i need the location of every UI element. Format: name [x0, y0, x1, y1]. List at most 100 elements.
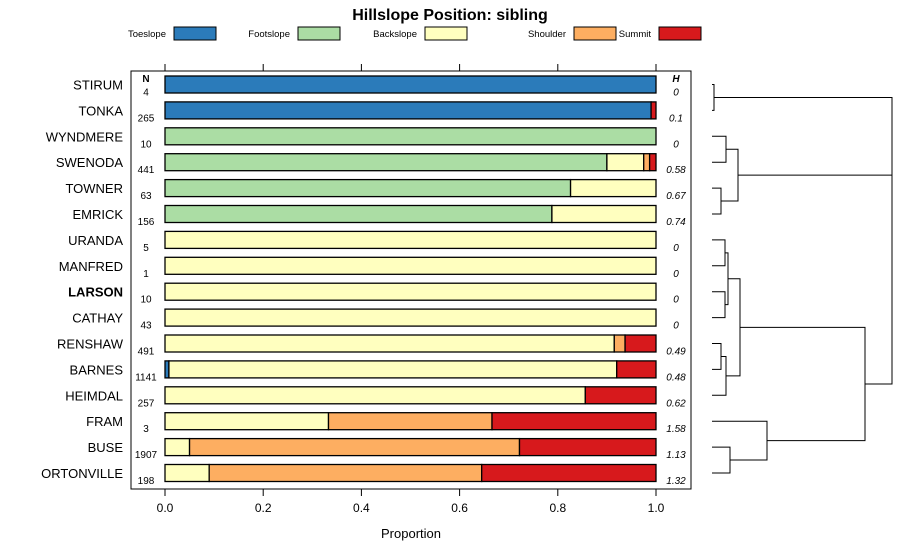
bar-fram-shoulder — [327, 412, 493, 431]
dendrogram — [712, 84, 893, 474]
soil-label-cathay: CATHAY — [72, 311, 123, 326]
bar-row-fram — [164, 412, 657, 431]
soil-label-uranda: URANDA — [68, 233, 123, 248]
bars-group — [164, 75, 657, 483]
bar-ortonville-summit — [481, 463, 657, 483]
soil-label-stirum: STIRUM — [73, 78, 123, 93]
n-label-swenoda: 441 — [138, 165, 155, 176]
n-label-heimdal: 257 — [138, 398, 155, 409]
dendrogram-branch — [714, 96, 893, 176]
bar-stirum-toeslope — [164, 75, 657, 94]
bar-row-swenoda — [164, 153, 657, 172]
n-label-emrick: 156 — [138, 217, 155, 228]
bar-fram-backslope — [164, 412, 330, 431]
legend: Toeslope Footslope Backslope Shoulder Summit — [128, 26, 702, 41]
bar-row-manfred — [164, 256, 657, 275]
h-label-manfred: 0 — [673, 269, 679, 280]
h-label-swenoda: 0.58 — [666, 165, 686, 176]
h-label-barnes: 0.48 — [666, 372, 686, 383]
bar-row-emrick — [164, 204, 657, 224]
bar-row-ortonville — [164, 463, 657, 483]
bar-row-renshaw — [164, 334, 657, 353]
n-label-barnes: 1141 — [135, 372, 157, 383]
soil-label-heimdal: HEIMDAL — [65, 388, 123, 403]
legend-label-footslope: Footslope — [248, 29, 290, 40]
bar-emrick-backslope — [551, 204, 657, 224]
x-axis: 0.0 0.2 0.4 0.6 0.8 1.0 — [157, 64, 665, 515]
soil-label-manfred: MANFRED — [59, 259, 123, 274]
chart-title: Hillslope Position: sibling — [352, 7, 548, 24]
bar-buse-summit — [518, 437, 657, 457]
bar-row-towner — [164, 178, 657, 198]
bar-uranda-backslope — [164, 230, 657, 250]
soil-label-fram: FRAM — [86, 414, 123, 429]
h-label-emrick: 0.74 — [666, 217, 686, 228]
soil-label-barnes: BARNES — [70, 362, 124, 377]
h-label-uranda: 0 — [673, 243, 679, 254]
dendrogram-branch — [712, 239, 726, 267]
bar-heimdal-summit — [584, 386, 657, 405]
n-label-renshaw: 491 — [138, 347, 155, 358]
legend-label-shoulder: Shoulder — [528, 29, 566, 40]
soil-label-tonka: TONKA — [78, 103, 123, 118]
h-label-towner: 0.67 — [666, 191, 686, 202]
bar-row-cathay — [164, 308, 657, 327]
n-label-towner: 63 — [140, 191, 152, 202]
bar-row-wyndmere — [164, 127, 657, 146]
dendrogram-branch — [712, 343, 722, 370]
h-label-wyndmere: 0 — [673, 139, 679, 150]
bar-row-tonka — [164, 101, 657, 120]
legend-swatch-backslope — [424, 26, 468, 41]
bar-ortonville-shoulder — [208, 463, 483, 483]
n-column-header: N — [142, 74, 149, 85]
x-tick-label-0.8: 0.8 — [549, 501, 566, 515]
bar-row-barnes — [164, 360, 657, 379]
bar-renshaw-backslope — [164, 334, 615, 353]
n-label-cathay: 43 — [140, 321, 152, 332]
soil-label-buse: BUSE — [88, 440, 124, 455]
bar-swenoda-backslope — [606, 153, 645, 172]
soil-label-swenoda: SWENODA — [56, 155, 124, 170]
bar-row-buse — [164, 437, 657, 457]
h-label-cathay: 0 — [673, 321, 679, 332]
x-tick-label-0.0: 0.0 — [157, 501, 174, 515]
plot-frame — [130, 70, 692, 490]
h-label-ortonville: 1.32 — [666, 476, 686, 487]
bar-row-larson — [164, 282, 657, 301]
bar-renshaw-shoulder — [613, 334, 626, 353]
bar-towner-footslope — [164, 178, 572, 198]
h-label-buse: 1.13 — [666, 450, 686, 461]
bar-ortonville-backslope — [164, 463, 210, 483]
legend-label-backslope: Backslope — [373, 29, 417, 40]
bar-renshaw-summit — [624, 334, 657, 353]
bar-row-heimdal — [164, 386, 657, 405]
dendrogram-branch — [712, 135, 727, 163]
bar-barnes-summit — [616, 360, 657, 379]
dendrogram-branch — [712, 291, 726, 319]
h-label-fram: 1.58 — [666, 424, 686, 435]
bar-barnes-backslope — [168, 360, 618, 379]
n-label-stirum: 4 — [143, 88, 149, 99]
bar-row-uranda — [164, 230, 657, 250]
soil-label-emrick: EMRICK — [72, 207, 123, 222]
bar-swenoda-footslope — [164, 153, 608, 172]
soil-label-renshaw: RENSHAW — [57, 337, 124, 352]
n-label-uranda: 5 — [143, 243, 149, 254]
bar-swenoda-shoulder — [643, 153, 651, 172]
h-label-renshaw: 0.49 — [666, 347, 686, 358]
bar-buse-backslope — [164, 437, 191, 457]
n-label-fram: 3 — [143, 424, 149, 435]
bar-buse-shoulder — [188, 437, 521, 457]
bar-tonka-toeslope — [164, 101, 652, 120]
n-label-manfred: 1 — [143, 269, 149, 280]
dendrogram-branch — [712, 187, 722, 215]
n-label-larson: 10 — [140, 295, 152, 306]
h-label-larson: 0 — [673, 295, 679, 306]
bar-row-stirum — [164, 75, 657, 94]
bar-manfred-backslope — [164, 256, 657, 275]
bar-towner-backslope — [569, 178, 657, 198]
soil-label-ortonville: ORTONVILLE — [41, 466, 123, 481]
n-label-tonka: 265 — [138, 113, 155, 124]
